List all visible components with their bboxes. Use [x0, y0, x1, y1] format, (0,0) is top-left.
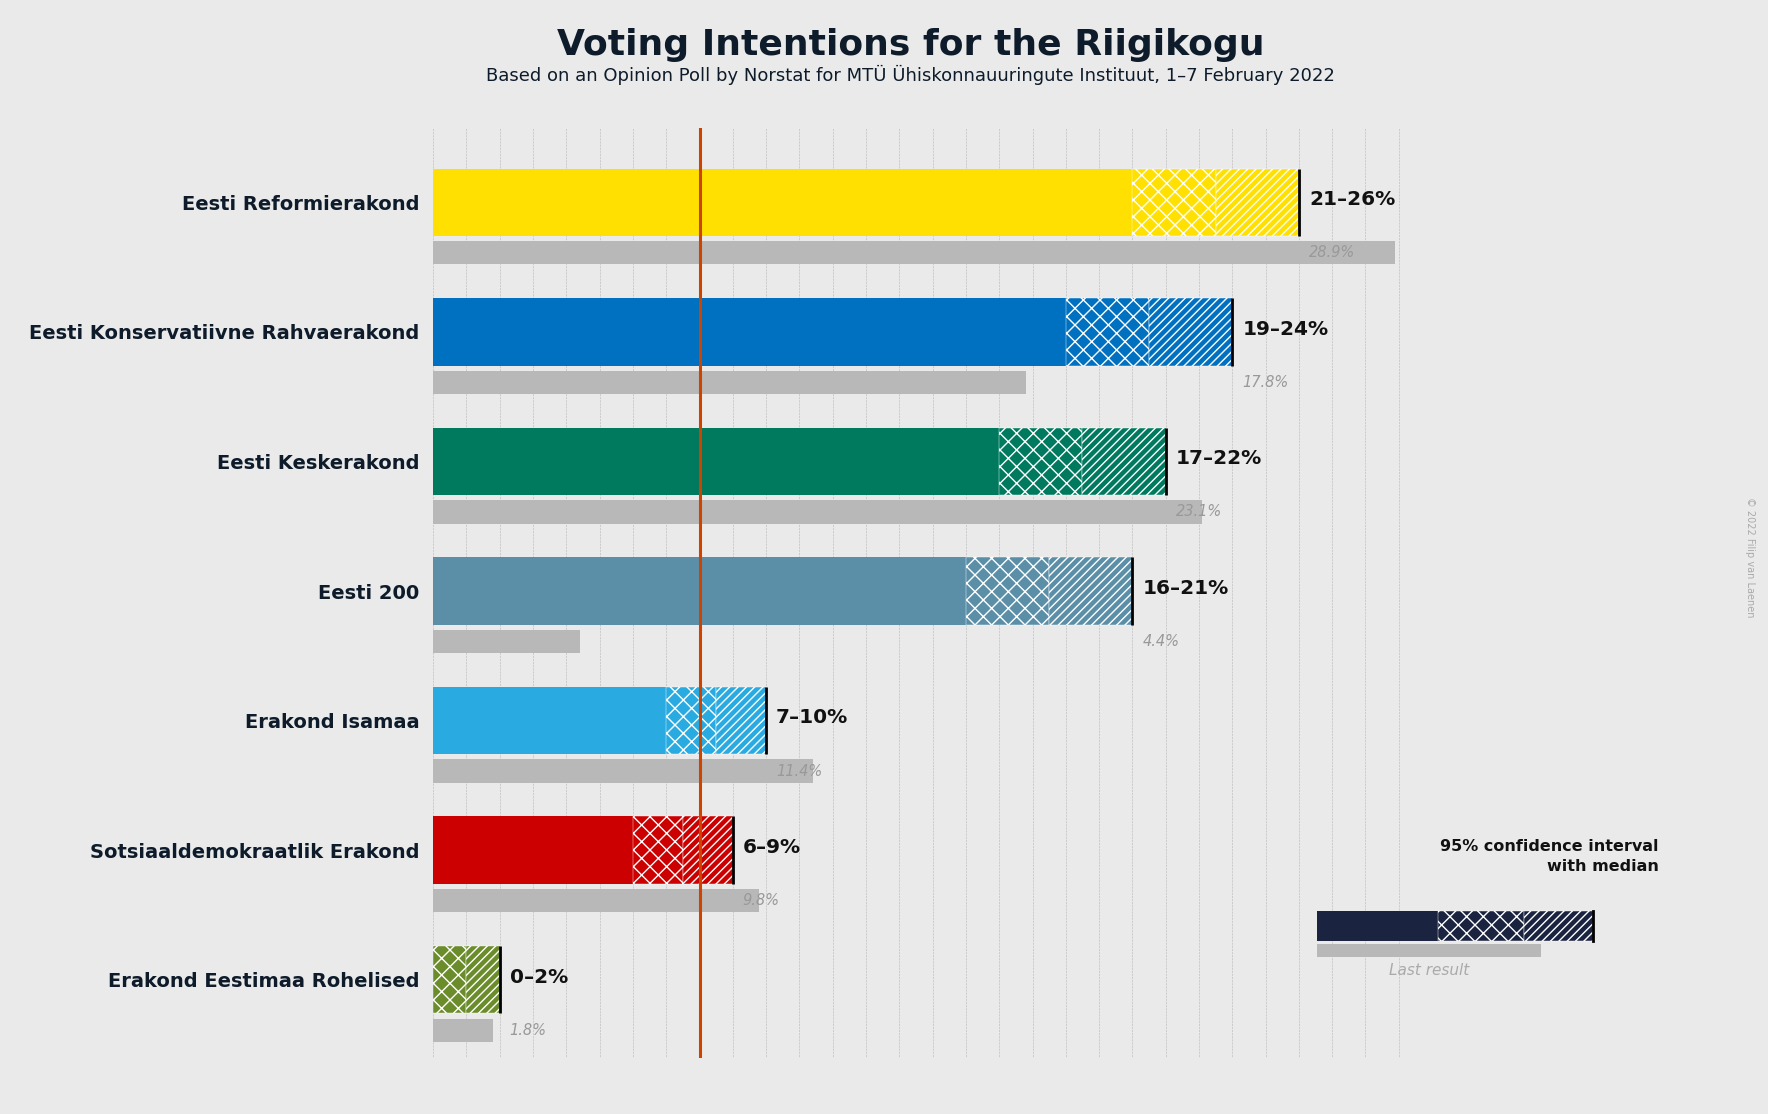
- Bar: [1317, 945, 1542, 957]
- Text: Based on an Opinion Poll by Norstat for MTÜ Ühiskonnauuringute Instituut, 1–7 Fe: Based on an Opinion Poll by Norstat for …: [486, 65, 1335, 85]
- Bar: [433, 428, 999, 495]
- Text: 17–22%: 17–22%: [1176, 449, 1262, 468]
- Bar: [667, 687, 716, 754]
- Bar: [1437, 910, 1524, 941]
- Bar: [433, 557, 965, 625]
- Text: 4.4%: 4.4%: [1142, 634, 1179, 649]
- Bar: [433, 241, 1395, 264]
- Bar: [1133, 168, 1216, 236]
- Bar: [433, 500, 1202, 524]
- Bar: [1317, 910, 1437, 941]
- Bar: [433, 371, 1025, 394]
- Text: 7–10%: 7–10%: [776, 709, 849, 727]
- Text: 1.8%: 1.8%: [509, 1023, 546, 1038]
- Text: 16–21%: 16–21%: [1142, 579, 1229, 598]
- Bar: [999, 428, 1082, 495]
- Text: 28.9%: 28.9%: [1308, 245, 1354, 261]
- Bar: [716, 687, 766, 754]
- Text: Voting Intentions for the Riigikogu: Voting Intentions for the Riigikogu: [557, 28, 1264, 62]
- Bar: [1524, 910, 1593, 941]
- Bar: [1066, 299, 1149, 365]
- Bar: [1216, 168, 1299, 236]
- Bar: [433, 1018, 493, 1042]
- Bar: [433, 168, 1133, 236]
- Text: 9.8%: 9.8%: [743, 893, 780, 908]
- Bar: [433, 299, 1066, 365]
- Bar: [1149, 299, 1232, 365]
- Text: 19–24%: 19–24%: [1243, 320, 1328, 339]
- Bar: [467, 946, 500, 1014]
- Bar: [633, 817, 682, 883]
- Bar: [682, 817, 734, 883]
- Text: 0–2%: 0–2%: [509, 968, 568, 987]
- Bar: [1048, 557, 1133, 625]
- Bar: [965, 557, 1048, 625]
- Bar: [433, 629, 580, 653]
- Bar: [1082, 428, 1165, 495]
- Bar: [433, 687, 667, 754]
- Text: 95% confidence interval
with median: 95% confidence interval with median: [1439, 839, 1658, 873]
- Bar: [433, 817, 633, 883]
- Text: 21–26%: 21–26%: [1308, 190, 1395, 209]
- Text: © 2022 Filip van Laenen: © 2022 Filip van Laenen: [1745, 497, 1756, 617]
- Bar: [433, 760, 813, 783]
- Text: Last result: Last result: [1390, 964, 1469, 978]
- Text: 11.4%: 11.4%: [776, 763, 822, 779]
- Bar: [433, 946, 467, 1014]
- Text: 17.8%: 17.8%: [1243, 375, 1289, 390]
- Bar: [433, 889, 760, 912]
- Text: 6–9%: 6–9%: [743, 838, 801, 857]
- Text: 23.1%: 23.1%: [1176, 505, 1222, 519]
